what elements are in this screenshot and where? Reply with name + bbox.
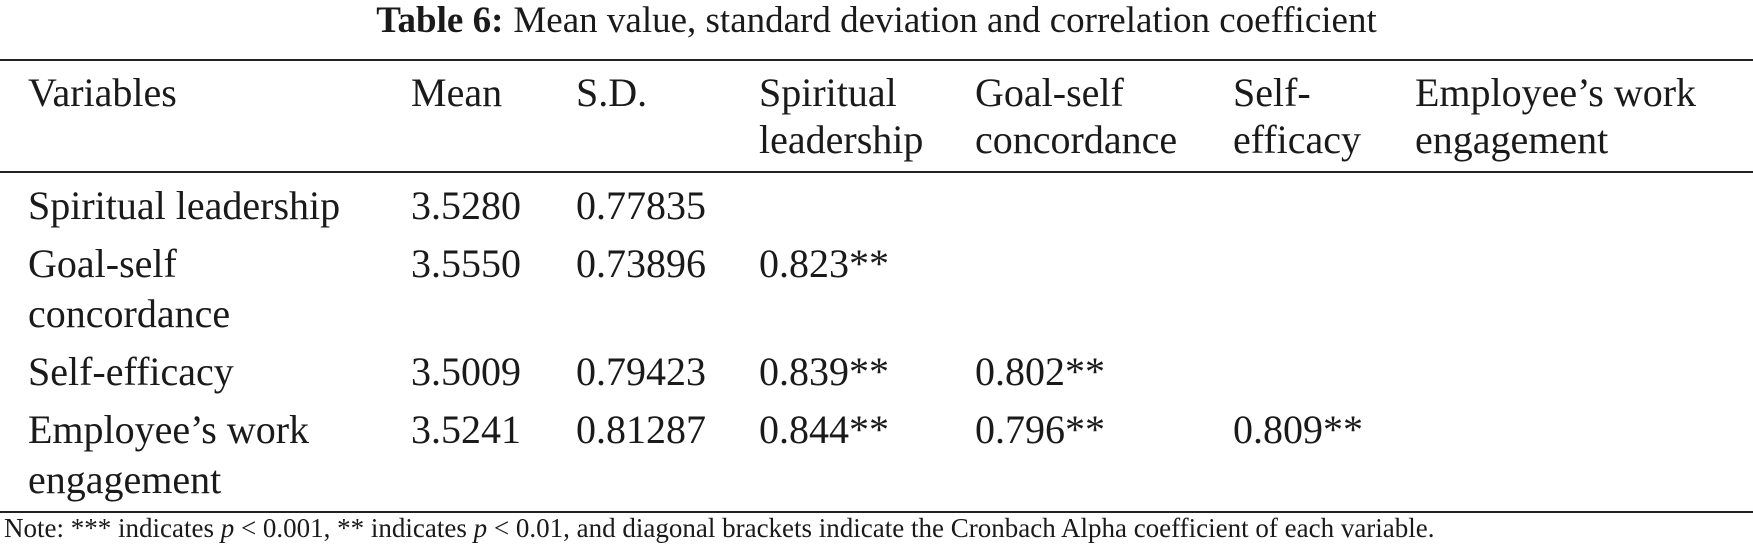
- header-cell: Spiritual leadership: [759, 60, 975, 173]
- note-text: Note: *** indicates: [4, 513, 221, 543]
- table-cell: 3.5009: [411, 339, 576, 397]
- table-caption: Table 6: Mean value, standard deviation a…: [0, 0, 1753, 59]
- cell-value: 0.839**: [759, 349, 889, 394]
- cell-value: 0.77835: [576, 183, 706, 228]
- cell-value: 0.79423: [576, 349, 706, 394]
- table-cell: 0.802**: [975, 339, 1233, 397]
- header-text: S.D.: [576, 70, 648, 115]
- header-cell: Goal-self concordance: [975, 60, 1233, 173]
- data-table: Variables Mean S.D. Spiritual leadership Goa…: [0, 59, 1753, 513]
- cell-value: 0.73896: [576, 241, 706, 286]
- row-label: Goal-self concordance: [28, 241, 231, 336]
- table-cell: 0.839**: [759, 339, 975, 397]
- table-row: Goal-self concordance 3.5550 0.73896 0.823*…: [0, 231, 1753, 339]
- table-cell: [1233, 172, 1415, 231]
- table-cell: Employee’s work engagement: [0, 397, 411, 512]
- table-cell: [1415, 339, 1753, 397]
- note-text: p: [220, 513, 235, 543]
- table-cell: 0.844**: [759, 397, 975, 512]
- table-row: Employee’s work engagement 3.5241 0.81287 0…: [0, 397, 1753, 512]
- row-label: Employee’s work engagement: [28, 407, 310, 502]
- header-text: Goal-self concordance: [975, 70, 1178, 162]
- table-cell: Goal-self concordance: [0, 231, 411, 339]
- header-text: Employee’s work engagement: [1415, 70, 1697, 162]
- table-cell: 3.5241: [411, 397, 576, 512]
- table-cell: [1233, 231, 1415, 339]
- table-cell: 0.79423: [576, 339, 759, 397]
- table-cell: [975, 231, 1233, 339]
- header-cell: Variables: [0, 60, 411, 173]
- table-cell: [759, 172, 975, 231]
- table-cell: 3.5280: [411, 172, 576, 231]
- cell-value: 3.5241: [411, 407, 521, 452]
- table-cell: [1233, 339, 1415, 397]
- cell-value: 3.5280: [411, 183, 521, 228]
- header-cell: Self-efficacy: [1233, 60, 1415, 173]
- table-cell: [1415, 397, 1753, 512]
- table-cell: 3.5550: [411, 231, 576, 339]
- cell-value: 0.844**: [759, 407, 889, 452]
- table-row: Self-efficacy 3.5009 0.79423 0.839** 0.802**: [0, 339, 1753, 397]
- cell-value: 3.5009: [411, 349, 521, 394]
- note-text: p: [473, 513, 488, 543]
- table-cell: 0.81287: [576, 397, 759, 512]
- note-text: < 0.001, ** indicates: [234, 513, 474, 543]
- table-cell: 0.823**: [759, 231, 975, 339]
- note-text: < 0.01, and diagonal brackets indicate t…: [487, 513, 1435, 543]
- caption-text: Mean value, standard deviation and corre…: [513, 0, 1377, 41]
- table-cell: 0.73896: [576, 231, 759, 339]
- caption-label: Table 6:: [376, 0, 504, 41]
- table-cell: Spiritual leadership: [0, 172, 411, 231]
- header-cell: Employee’s work engagement: [1415, 60, 1753, 173]
- row-label: Self-efficacy: [28, 349, 234, 394]
- table-cell: [1415, 231, 1753, 339]
- header-cell: S.D.: [576, 60, 759, 173]
- header-row: Variables Mean S.D. Spiritual leadership Goa…: [0, 60, 1753, 173]
- row-label: Spiritual leadership: [28, 183, 341, 228]
- table-cell: Self-efficacy: [0, 339, 411, 397]
- table-cell: 0.77835: [576, 172, 759, 231]
- cell-value: 0.809**: [1233, 407, 1363, 452]
- table-row: Spiritual leadership 3.5280 0.77835: [0, 172, 1753, 231]
- table-note: Note: *** indicates p < 0.001, ** indica…: [4, 510, 1435, 546]
- header-text: Self-efficacy: [1233, 70, 1362, 162]
- cell-value: 0.823**: [759, 241, 889, 286]
- cell-value: 3.5550: [411, 241, 521, 286]
- cell-value: 0.796**: [975, 407, 1105, 452]
- cell-value: 0.802**: [975, 349, 1105, 394]
- header-text: Variables: [28, 70, 177, 115]
- table-cell: 0.796**: [975, 397, 1233, 512]
- header-text: Mean: [411, 70, 503, 115]
- table-cell: [1415, 172, 1753, 231]
- header-text: Spiritual leadership: [759, 70, 924, 162]
- table-cell: [975, 172, 1233, 231]
- table-body: Spiritual leadership 3.5280 0.77835 Goal-se…: [0, 172, 1753, 512]
- header-cell: Mean: [411, 60, 576, 173]
- table-cell: 0.809**: [1233, 397, 1415, 512]
- cell-value: 0.81287: [576, 407, 706, 452]
